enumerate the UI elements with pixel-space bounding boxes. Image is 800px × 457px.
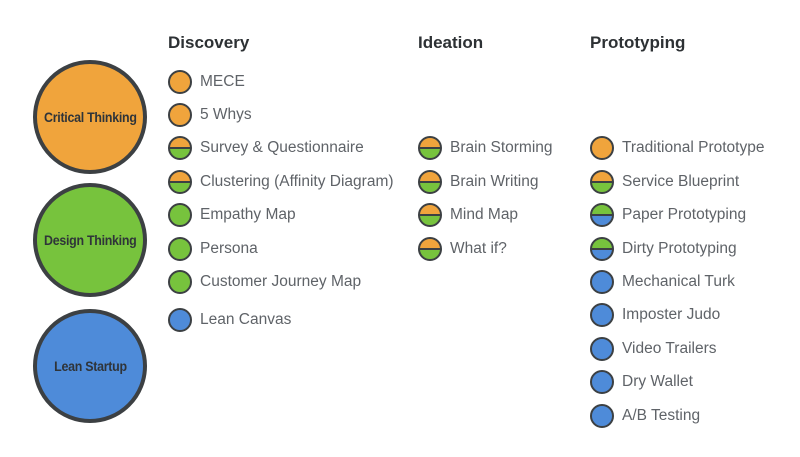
method-item-mind-map: Mind Map xyxy=(418,199,553,232)
method-label: Mechanical Turk xyxy=(622,273,735,291)
column-items: Traditional Prototype Service Blueprint Pa… xyxy=(590,132,764,433)
method-item-mechanical-turk: Mechanical Turk xyxy=(590,265,764,298)
method-item-dry-wallet: Dry Wallet xyxy=(590,366,764,399)
method-label: Service Blueprint xyxy=(622,172,740,190)
column-items: Brain Storming Brain Writing Mind Map What … xyxy=(418,132,553,266)
orange-green-dot-icon xyxy=(590,169,614,194)
blue-dot-icon xyxy=(590,303,614,328)
method-label: Mind Map xyxy=(450,206,519,224)
orange-green-dot-icon xyxy=(418,236,442,261)
method-label: Paper Prototyping xyxy=(622,206,747,224)
method-label: Video Trailers xyxy=(622,339,717,357)
method-item-a-b-testing: A/B Testing xyxy=(590,399,764,432)
method-item-service-blueprint: Service Blueprint xyxy=(590,165,764,198)
method-label: Traditional Prototype xyxy=(622,139,765,157)
blue-dot-icon xyxy=(590,370,614,395)
method-label: Dirty Prototyping xyxy=(622,239,737,257)
method-item-clustering-affinity-diagram: Clustering (Affinity Diagram) xyxy=(168,165,394,198)
method-item-customer-journey-map: Customer Journey Map xyxy=(168,265,394,298)
blue-dot-icon xyxy=(590,403,614,428)
column-header-discovery: Discovery xyxy=(168,33,250,52)
method-item-lean-canvas: Lean Canvas xyxy=(168,304,394,337)
green-dot-icon xyxy=(168,236,192,261)
blue-dot-icon xyxy=(168,308,192,333)
method-item-dirty-prototyping: Dirty Prototyping xyxy=(590,232,764,265)
orange-dot-icon xyxy=(168,69,192,94)
method-label: What if? xyxy=(450,239,507,257)
blue-dot-icon xyxy=(590,336,614,361)
column-header-ideation: Ideation xyxy=(418,33,484,52)
method-label: 5 Whys xyxy=(200,106,252,124)
method-label: Brain Storming xyxy=(450,139,553,157)
blue-dot-icon xyxy=(590,270,614,295)
method-item-what-if: What if? xyxy=(418,232,553,265)
method-item-empathy-map: Empathy Map xyxy=(168,199,394,232)
green-dot-icon xyxy=(168,203,192,228)
category-label: Critical Thinking xyxy=(43,109,137,125)
method-label: A/B Testing xyxy=(622,406,701,424)
method-label: Clustering (Affinity Diagram) xyxy=(200,172,394,190)
method-item-imposter-judo: Imposter Judo xyxy=(590,299,764,332)
method-label: Empathy Map xyxy=(200,206,296,224)
orange-green-dot-icon xyxy=(418,203,442,228)
method-label: Persona xyxy=(200,239,258,257)
orange-dot-icon xyxy=(590,136,614,161)
category-circle-design-thinking: Design Thinking xyxy=(33,183,147,297)
category-label: Design Thinking xyxy=(43,232,137,248)
method-label: Brain Writing xyxy=(450,172,539,190)
method-label: MECE xyxy=(200,72,245,90)
method-item-persona: Persona xyxy=(168,232,394,265)
method-label: Customer Journey Map xyxy=(200,273,362,291)
orange-green-dot-icon xyxy=(168,169,192,194)
method-item-5-whys: 5 Whys xyxy=(168,98,394,131)
column-items: MECE 5 Whys Survey & Questionnaire Clusteri… xyxy=(168,65,394,337)
method-label: Lean Canvas xyxy=(200,311,292,329)
method-label: Imposter Judo xyxy=(622,306,721,324)
green-blue-dot-icon xyxy=(590,236,614,261)
category-circle-critical-thinking: Critical Thinking xyxy=(33,60,147,174)
column-header-prototyping: Prototyping xyxy=(590,33,686,52)
method-label: Survey & Questionnaire xyxy=(200,139,364,157)
method-item-brain-writing: Brain Writing xyxy=(418,165,553,198)
category-label: Lean Startup xyxy=(53,358,127,374)
method-item-mece: MECE xyxy=(168,65,394,98)
method-item-traditional-prototype: Traditional Prototype xyxy=(590,132,764,165)
method-item-brain-storming: Brain Storming xyxy=(418,132,553,165)
method-item-video-trailers: Video Trailers xyxy=(590,332,764,365)
orange-green-dot-icon xyxy=(168,136,192,161)
category-circle-lean-startup: Lean Startup xyxy=(33,309,147,423)
method-item-paper-prototyping: Paper Prototyping xyxy=(590,199,764,232)
orange-green-dot-icon xyxy=(418,169,442,194)
green-blue-dot-icon xyxy=(590,203,614,228)
method-label: Dry Wallet xyxy=(622,373,693,391)
green-dot-icon xyxy=(168,270,192,295)
orange-dot-icon xyxy=(168,103,192,128)
orange-green-dot-icon xyxy=(418,136,442,161)
method-item-survey-questionnaire: Survey & Questionnaire xyxy=(168,132,394,165)
